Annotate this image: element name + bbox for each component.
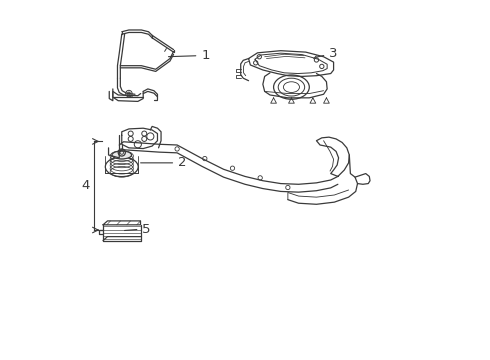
Text: 4: 4 <box>81 179 90 192</box>
Text: 2: 2 <box>178 156 186 169</box>
Text: 3: 3 <box>329 47 338 60</box>
Text: 5: 5 <box>142 223 150 236</box>
Ellipse shape <box>112 151 132 159</box>
Text: 1: 1 <box>201 49 210 62</box>
